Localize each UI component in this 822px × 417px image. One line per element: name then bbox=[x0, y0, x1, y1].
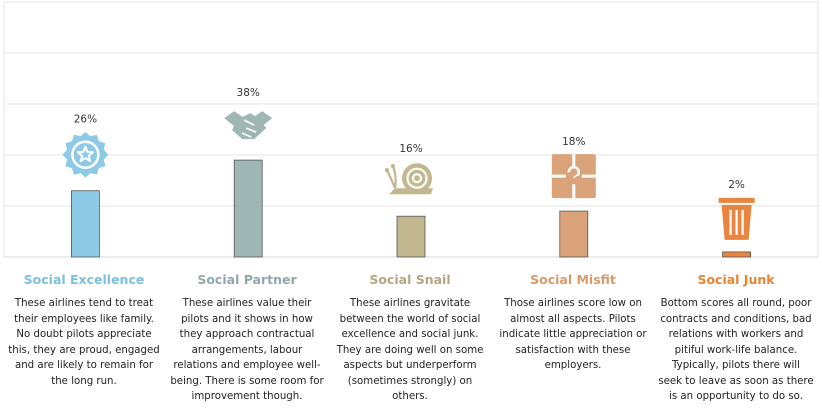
snail-icon bbox=[384, 163, 433, 195]
segment-bar-chart: 26% 38% 16% 18% 2% bbox=[3, 1, 819, 258]
trash-bin-icon bbox=[718, 197, 755, 240]
value-label: 16% bbox=[399, 143, 422, 155]
segment-title: Social Partner bbox=[197, 272, 297, 287]
segment-title: Social Excellence bbox=[23, 272, 145, 287]
handshake-icon bbox=[224, 111, 273, 140]
value-label: 38% bbox=[237, 87, 260, 99]
segment-column-social-excellence: Social Excellence These airlines tend to… bbox=[4, 272, 164, 389]
segment-description: Bottom scores all round, poor contracts a… bbox=[658, 298, 814, 402]
segment-column-social-misfit: Social Misfit Those airlines score low o… bbox=[493, 272, 653, 374]
puzzle-icon bbox=[551, 154, 596, 199]
bar-social-partner[interactable] bbox=[233, 159, 263, 258]
segment-column-social-junk: Social Junk Bottom scores all round, poo… bbox=[656, 272, 816, 405]
bar-social-excellence[interactable] bbox=[71, 190, 100, 258]
value-label: 2% bbox=[728, 179, 745, 191]
segment-description: These airlines value their pilots and it … bbox=[170, 298, 324, 402]
bar-social-snail[interactable] bbox=[396, 215, 426, 258]
segment-column-social-snail: Social Snail These airlines gravitate bet… bbox=[330, 272, 490, 405]
bar-social-junk[interactable] bbox=[722, 251, 751, 258]
segment-column-social-partner: Social Partner These airlines value thei… bbox=[167, 272, 327, 405]
value-label: 26% bbox=[74, 114, 97, 126]
award-badge-icon bbox=[62, 131, 109, 178]
segment-description: Those airlines score low on almost all as… bbox=[499, 298, 647, 371]
segment-description: These airlines tend to treat their employ… bbox=[8, 298, 160, 387]
value-label: 18% bbox=[562, 136, 585, 148]
segment-title: Social Misfit bbox=[530, 272, 616, 287]
bar-social-misfit[interactable] bbox=[559, 210, 589, 258]
segment-description: These airlines gravitate between the worl… bbox=[336, 298, 484, 402]
segment-title: Social Junk bbox=[697, 272, 775, 287]
segment-title: Social Snail bbox=[369, 272, 451, 287]
